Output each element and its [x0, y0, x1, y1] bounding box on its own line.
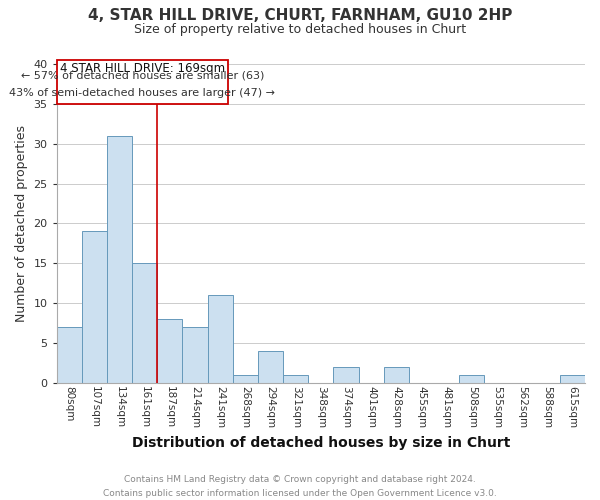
- Bar: [258, 351, 283, 383]
- Bar: [208, 295, 233, 383]
- Bar: [157, 319, 182, 383]
- Bar: [283, 375, 308, 383]
- Bar: [233, 375, 258, 383]
- Bar: [560, 375, 585, 383]
- FancyBboxPatch shape: [57, 60, 228, 104]
- Bar: [107, 136, 132, 383]
- Text: ← 57% of detached houses are smaller (63): ← 57% of detached houses are smaller (63…: [20, 70, 264, 81]
- Text: 4, STAR HILL DRIVE, CHURT, FARNHAM, GU10 2HP: 4, STAR HILL DRIVE, CHURT, FARNHAM, GU10…: [88, 8, 512, 22]
- Text: 4 STAR HILL DRIVE: 169sqm: 4 STAR HILL DRIVE: 169sqm: [59, 62, 225, 74]
- Text: Size of property relative to detached houses in Churt: Size of property relative to detached ho…: [134, 22, 466, 36]
- Bar: [459, 375, 484, 383]
- Text: 43% of semi-detached houses are larger (47) →: 43% of semi-detached houses are larger (…: [9, 88, 275, 98]
- Bar: [182, 327, 208, 383]
- Bar: [132, 263, 157, 383]
- Bar: [82, 232, 107, 383]
- Y-axis label: Number of detached properties: Number of detached properties: [15, 125, 28, 322]
- Text: Contains HM Land Registry data © Crown copyright and database right 2024.
Contai: Contains HM Land Registry data © Crown c…: [103, 476, 497, 498]
- Bar: [384, 367, 409, 383]
- Bar: [334, 367, 359, 383]
- Bar: [57, 327, 82, 383]
- X-axis label: Distribution of detached houses by size in Churt: Distribution of detached houses by size …: [131, 436, 510, 450]
